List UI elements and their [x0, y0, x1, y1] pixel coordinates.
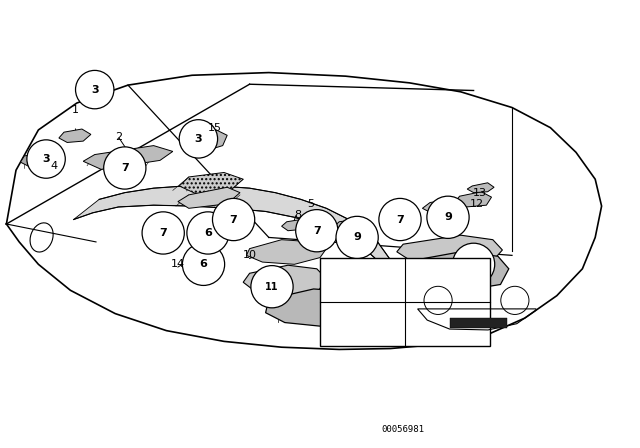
- Circle shape: [142, 212, 184, 254]
- Text: 16: 16: [460, 298, 475, 311]
- Text: 2: 2: [115, 132, 122, 142]
- Text: 7: 7: [396, 215, 404, 224]
- Circle shape: [212, 198, 255, 241]
- Polygon shape: [422, 199, 460, 213]
- Text: 1: 1: [72, 105, 79, 115]
- Text: 3: 3: [336, 323, 342, 333]
- Text: 8: 8: [294, 210, 301, 220]
- Text: 13: 13: [473, 188, 487, 198]
- Circle shape: [296, 210, 338, 252]
- Polygon shape: [20, 152, 54, 168]
- Circle shape: [187, 212, 229, 254]
- Circle shape: [182, 243, 225, 285]
- Text: 7: 7: [159, 228, 167, 238]
- Text: 3: 3: [195, 134, 202, 144]
- Text: 6: 6: [200, 259, 207, 269]
- Polygon shape: [178, 187, 240, 208]
- Text: 3: 3: [42, 154, 50, 164]
- Text: 00056981: 00056981: [381, 425, 425, 434]
- Circle shape: [364, 269, 392, 297]
- Polygon shape: [246, 240, 326, 264]
- Text: 7: 7: [313, 226, 321, 236]
- Circle shape: [322, 269, 350, 297]
- Text: 6: 6: [394, 323, 400, 333]
- Text: 7: 7: [333, 278, 339, 288]
- Polygon shape: [397, 235, 502, 267]
- Circle shape: [412, 269, 440, 297]
- Polygon shape: [59, 129, 91, 142]
- Text: 6: 6: [204, 228, 212, 238]
- Polygon shape: [266, 289, 357, 326]
- Text: 4: 4: [51, 161, 58, 171]
- Bar: [450, 318, 508, 327]
- Text: 10: 10: [243, 250, 257, 260]
- Polygon shape: [333, 219, 371, 234]
- Circle shape: [383, 314, 411, 342]
- Text: 11: 11: [419, 279, 432, 288]
- Circle shape: [27, 140, 65, 178]
- Circle shape: [452, 243, 495, 285]
- Text: 11: 11: [265, 282, 279, 292]
- Text: 3: 3: [91, 85, 99, 95]
- Circle shape: [336, 216, 378, 258]
- Polygon shape: [74, 186, 390, 269]
- Circle shape: [427, 196, 469, 238]
- Circle shape: [325, 314, 353, 342]
- Polygon shape: [186, 129, 227, 151]
- Text: 5: 5: [307, 199, 314, 209]
- Text: 7: 7: [230, 215, 237, 224]
- Circle shape: [76, 70, 114, 109]
- Text: 7: 7: [121, 163, 129, 173]
- Text: 9: 9: [374, 278, 381, 288]
- Polygon shape: [179, 172, 243, 195]
- Bar: [320, 258, 490, 346]
- Text: 9: 9: [353, 233, 361, 242]
- Circle shape: [179, 120, 218, 158]
- Text: 15: 15: [207, 123, 221, 133]
- Text: 12: 12: [470, 199, 484, 209]
- Circle shape: [251, 266, 293, 308]
- Polygon shape: [467, 183, 494, 193]
- Polygon shape: [456, 192, 492, 207]
- Text: 14: 14: [171, 259, 185, 269]
- Text: 9: 9: [444, 212, 452, 222]
- Circle shape: [379, 198, 421, 241]
- Text: 11: 11: [467, 259, 481, 269]
- Polygon shape: [390, 252, 509, 291]
- Text: 16: 16: [335, 325, 350, 338]
- Polygon shape: [83, 146, 173, 169]
- Polygon shape: [282, 220, 307, 231]
- Polygon shape: [243, 265, 326, 296]
- Circle shape: [104, 147, 146, 189]
